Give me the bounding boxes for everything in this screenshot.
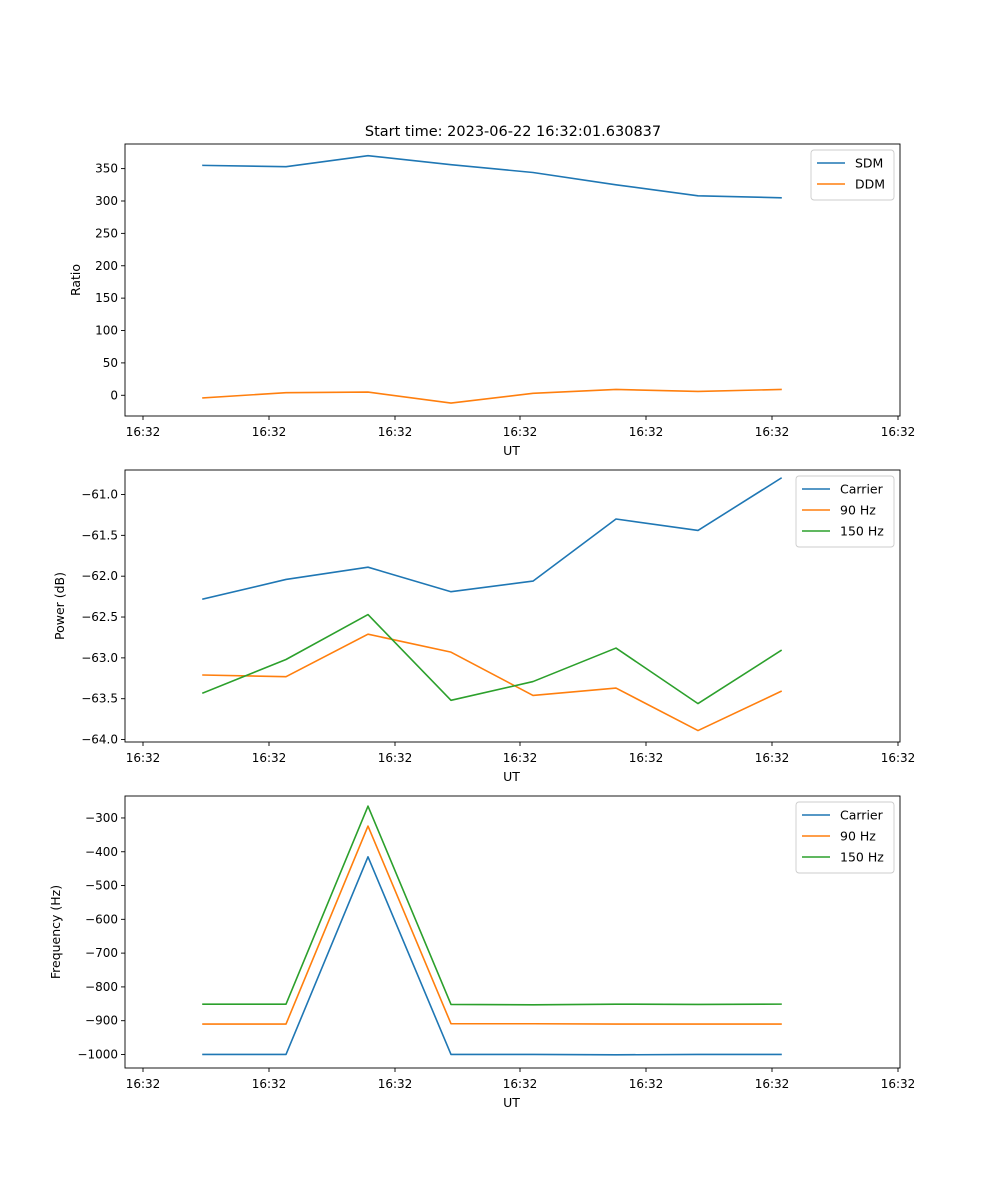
axes-frame [124,469,901,743]
x-tick-label: 16:32 [252,425,287,439]
x-tick-label: 16:32 [378,425,413,439]
y-tick-label: −62.5 [81,610,118,624]
x-tick-label: 16:32 [126,1077,161,1091]
y-tick-label: −64.0 [81,733,118,747]
y-axis-label: Power (dB) [52,572,67,640]
x-tick-label: 16:32 [755,751,790,765]
legend-label: Carrier [840,482,884,497]
series-line-ddm [202,388,782,404]
legend-label: 150 Hz [840,524,884,539]
x-tick-label: 16:32 [503,1077,538,1091]
y-tick-label: −1000 [77,1047,118,1061]
plot-area [125,470,900,742]
legend-label: 90 Hz [840,503,876,518]
x-tick-label: 16:32 [755,425,790,439]
legend-label: SDM [855,156,883,171]
y-tick-label: −400 [85,845,118,859]
axes-frame [124,143,901,417]
x-tick-label: 16:32 [503,425,538,439]
subplot-2: 16:32 16:32 16:32 16:32 16:32 16:32 16:32 −64.0… [52,469,916,784]
x-tick-label: 16:32 [755,1077,790,1091]
y-tick-label: 300 [95,194,118,208]
y-tick-label: −900 [85,1014,118,1028]
x-tick-label: 16:32 [629,1077,664,1091]
legend: Carrier 90 Hz 150 Hz [795,801,895,874]
plot-area [125,796,900,1068]
series-line-carrier [202,477,783,601]
y-tick-label: 0 [110,388,118,402]
x-axis-label: UT [503,1095,520,1110]
y-tick-label: 350 [95,162,118,176]
y-tick-label: −62.0 [81,569,118,583]
x-tick-label: 16:32 [629,425,664,439]
y-tick-label: 100 [95,324,118,338]
x-tick-label: 16:32 [881,1077,916,1091]
y-tick-label: −61.5 [81,528,118,542]
plot-area [125,144,900,416]
y-tick-label: −63.5 [81,692,118,706]
legend-box [795,475,895,548]
y-tick-label: −61.0 [81,488,118,502]
y-axis-label: Ratio [68,264,83,296]
legend-box [795,801,895,874]
x-tick-label: 16:32 [378,1077,413,1091]
y-axis-label: Frequency (Hz) [48,885,63,979]
y-tick-label: −700 [85,946,118,960]
x-axis-label: UT [503,769,520,784]
series-line-90-hz [202,633,783,732]
y-tick-label: −63.0 [81,651,118,665]
x-tick-label: 16:32 [126,751,161,765]
x-tick-label: 16:32 [881,425,916,439]
legend-label: 150 Hz [840,850,884,865]
y-tick-label: −500 [85,879,118,893]
subplot-1: 16:32 16:32 16:32 16:32 16:32 16:32 16:32 0 50 10… [68,143,916,458]
x-tick-label: 16:32 [252,751,287,765]
series-line-sdm [202,154,782,199]
subplot-3: 16:32 16:32 16:32 16:32 16:32 16:32 16:32 −1000… [48,795,916,1110]
x-axis-label: UT [503,443,520,458]
series-line-carrier [202,856,782,1056]
y-tick-label: 250 [95,226,118,240]
x-tick-label: 16:32 [126,425,161,439]
legend-label: DDM [855,177,885,192]
subplots: 16:32 16:32 16:32 16:32 16:32 16:32 16:32 0 50 10… [48,143,916,1110]
axes-frame [124,795,901,1069]
x-tick-label: 16:32 [378,751,413,765]
legend: SDM DDM [810,149,895,201]
series-line-90-hz [202,825,782,1025]
legend-label: Carrier [840,808,884,823]
x-tick-label: 16:32 [881,751,916,765]
x-tick-label: 16:32 [629,751,664,765]
y-tick-label: 200 [95,259,118,273]
series-line-150-hz [201,613,783,705]
y-tick-label: −300 [85,811,118,825]
x-tick-label: 16:32 [503,751,538,765]
chart-title: Start time: 2023-06-22 16:32:01.630837 [365,124,661,140]
y-tick-label: −600 [85,912,118,926]
x-tick-label: 16:32 [252,1077,287,1091]
legend-label: 90 Hz [840,829,876,844]
y-tick-label: 150 [95,291,118,305]
legend: Carrier 90 Hz 150 Hz [795,475,895,548]
y-tick-label: 50 [103,356,118,370]
y-tick-label: −800 [85,980,118,994]
series-line-150-hz [202,805,782,1006]
